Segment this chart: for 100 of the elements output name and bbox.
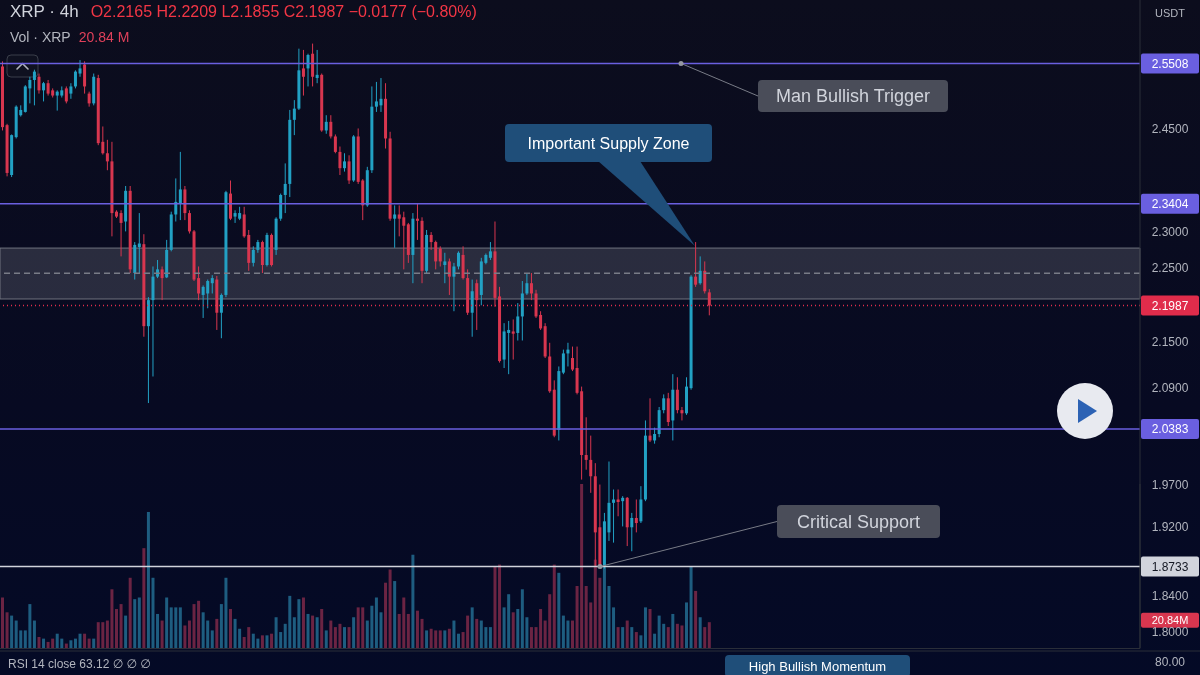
ref-line-label: 2.0383 (1151, 422, 1189, 437)
y-tick-label: 2.0900 (1151, 381, 1189, 396)
candlestick (529, 272, 533, 301)
bar (580, 483, 584, 648)
candlestick (584, 416, 588, 471)
candlestick (32, 69, 36, 106)
bar (529, 626, 533, 648)
bar (425, 629, 429, 648)
candlestick (374, 81, 378, 113)
bar (548, 593, 552, 648)
bar (288, 595, 292, 648)
bar (393, 580, 397, 648)
bar (229, 608, 232, 648)
bar (703, 626, 707, 648)
annotation: Vol · XRP (10, 29, 71, 45)
bar (475, 618, 479, 648)
candlestick (457, 250, 460, 270)
bar (178, 606, 182, 648)
candlestick (178, 151, 182, 221)
y-tick-label: 1.9200 (1151, 519, 1189, 534)
ref-line-label: 2.3404 (1151, 196, 1189, 211)
ref-line-label: 2.1987 (1151, 298, 1189, 313)
ref-line-label: 2.5508 (1151, 56, 1189, 71)
candlestick (630, 512, 634, 552)
bar (356, 606, 360, 648)
bar (306, 613, 310, 648)
candlestick (251, 245, 255, 267)
bar (511, 611, 515, 648)
bar (324, 629, 328, 648)
bar (561, 615, 565, 648)
candlestick (137, 212, 141, 274)
candlestick (438, 245, 442, 267)
bar (73, 638, 77, 648)
bar (643, 606, 647, 648)
candlestick (657, 406, 661, 438)
bar (37, 636, 41, 648)
bar (648, 608, 652, 648)
candlestick (561, 349, 565, 375)
bar (133, 598, 137, 648)
bar (630, 626, 634, 648)
bar (520, 588, 524, 648)
bar (137, 597, 141, 648)
candlestick (680, 406, 684, 421)
bar (60, 638, 64, 648)
candlestick (429, 231, 433, 251)
bar (402, 597, 406, 648)
candlestick (160, 265, 164, 301)
candlestick (662, 393, 666, 414)
candlestick (105, 139, 109, 171)
candlestick (434, 240, 438, 270)
bar (165, 597, 169, 648)
bar (187, 620, 191, 648)
bar (694, 590, 698, 648)
candlestick (612, 489, 616, 544)
bar (584, 585, 588, 648)
candlestick (639, 485, 643, 524)
bar (119, 603, 123, 648)
candlestick (470, 279, 474, 338)
bar (634, 631, 638, 648)
bar (265, 634, 269, 648)
candlestick (703, 260, 707, 294)
bar (685, 601, 688, 648)
bar (146, 511, 150, 648)
bar (297, 598, 301, 648)
bar (675, 623, 679, 648)
bar (224, 577, 228, 648)
bar (142, 547, 146, 648)
candlestick (616, 489, 620, 517)
bar (247, 626, 251, 648)
bar (443, 629, 447, 648)
candlestick (151, 265, 155, 377)
text: 20.84M (1151, 613, 1189, 626)
bar (83, 633, 87, 648)
bar (233, 618, 237, 648)
bar (466, 615, 470, 648)
bar (174, 606, 178, 648)
bar (347, 626, 351, 648)
bar (256, 638, 260, 648)
bar (260, 634, 264, 648)
bar (87, 638, 91, 648)
bar (160, 620, 164, 648)
candlestick (210, 274, 214, 294)
annotation: 20.84 M (78, 29, 130, 45)
bar (625, 620, 629, 648)
bar (429, 628, 433, 648)
candlestick (333, 133, 337, 154)
bar (28, 603, 32, 648)
bar (434, 629, 438, 648)
bar (680, 624, 684, 648)
candlestick (343, 152, 346, 173)
candlestick (511, 318, 515, 361)
bar (192, 603, 196, 648)
bar (338, 623, 342, 648)
bar (415, 610, 419, 648)
candlestick (78, 59, 82, 78)
annotation: Man Bullish Trigger (775, 86, 931, 107)
candlestick (283, 162, 287, 214)
candlestick (156, 259, 160, 279)
candlestick (379, 77, 383, 113)
bar (42, 638, 46, 648)
